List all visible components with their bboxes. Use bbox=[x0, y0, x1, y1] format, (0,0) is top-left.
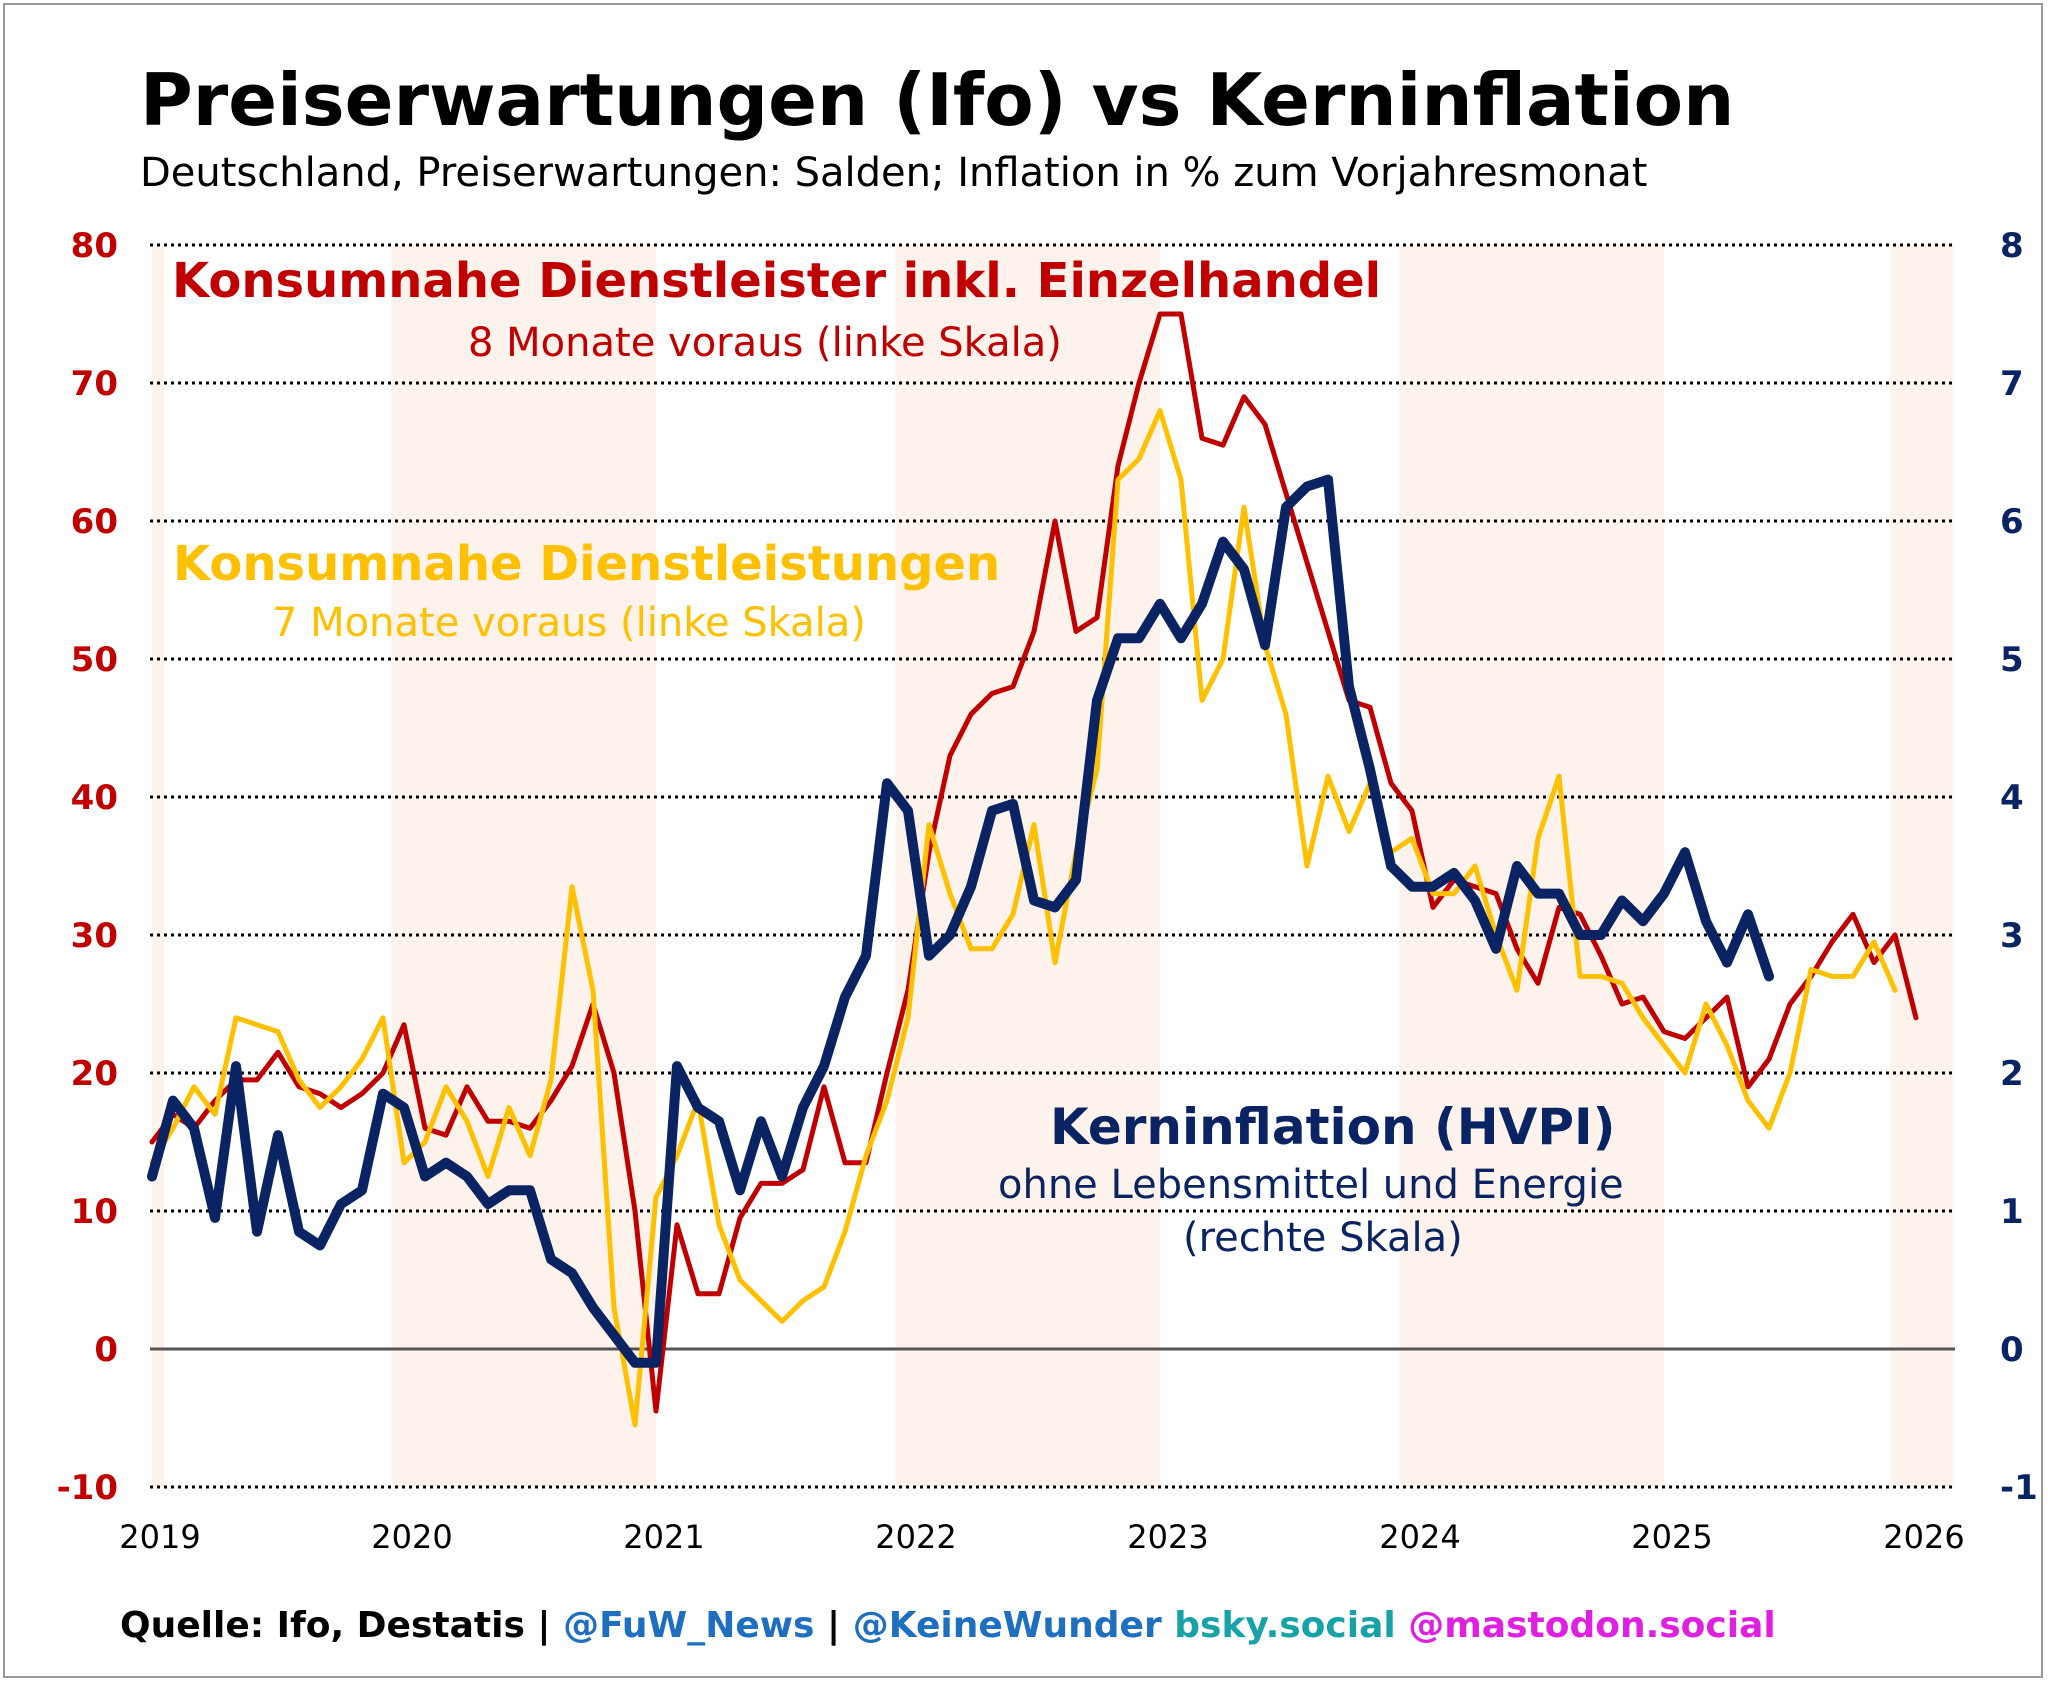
blue-series-sublabel: ohne Lebensmittel und Energie bbox=[998, 1162, 1624, 1208]
blue-series-axis-note: (rechte Skala) bbox=[1183, 1215, 1463, 1261]
left-tick-label: 10 bbox=[71, 1192, 118, 1232]
fuw-handle-link[interactable]: @FuW_News bbox=[563, 1605, 815, 1646]
x-tick-label: 2022 bbox=[875, 1518, 956, 1556]
left-tick-label: 50 bbox=[71, 640, 118, 680]
left-axis-ticks: 80 70 60 50 40 30 20 10 0 -10 bbox=[57, 226, 118, 1508]
right-axis-ticks: 8 7 6 5 4 3 2 1 0 -1 bbox=[2000, 226, 2038, 1508]
right-tick-label: 5 bbox=[2000, 640, 2024, 680]
x-tick-label: 2026 bbox=[1883, 1518, 1964, 1556]
series-line-dienstleister bbox=[149, 311, 1919, 1414]
bsky-link[interactable]: bsky.social bbox=[1174, 1605, 1396, 1646]
right-tick-label: 6 bbox=[2000, 502, 2024, 542]
keinewunder-handle-link[interactable]: @KeineWunder bbox=[852, 1605, 1162, 1646]
chart-title: Preiserwartungen (Ifo) vs Kerninflation bbox=[140, 58, 1735, 142]
gridlines bbox=[150, 243, 1955, 1489]
left-tick-label: 20 bbox=[71, 1054, 118, 1094]
left-tick-label: 80 bbox=[71, 226, 118, 266]
shade-band bbox=[1890, 245, 1954, 1487]
right-tick-label: 8 bbox=[2000, 226, 2024, 266]
right-tick-label: 7 bbox=[2000, 364, 2024, 404]
series-line-kerninflation bbox=[147, 474, 1774, 1368]
left-tick-label: -10 bbox=[57, 1468, 118, 1508]
left-tick-label: 40 bbox=[71, 778, 118, 818]
mastodon-link[interactable]: @mastodon.social bbox=[1408, 1605, 1776, 1646]
x-tick-label: 2019 bbox=[119, 1518, 200, 1556]
blue-series-label: Kerninflation (HVPI) bbox=[1050, 1098, 1616, 1156]
x-tick-label: 2025 bbox=[1631, 1518, 1712, 1556]
x-tick-label: 2020 bbox=[371, 1518, 452, 1556]
chart-frame bbox=[3, 3, 2043, 1678]
right-tick-label: 1 bbox=[2000, 1192, 2024, 1232]
right-tick-label: 3 bbox=[2000, 916, 2024, 956]
right-tick-label: 2 bbox=[2000, 1054, 2024, 1094]
red-series-label: Konsumnahe Dienstleister inkl. Einzelhan… bbox=[172, 253, 1382, 309]
x-tick-label: 2024 bbox=[1379, 1518, 1460, 1556]
x-axis-ticks: 2019 2020 2021 2022 2023 2024 2025 2026 bbox=[119, 1518, 1964, 1556]
left-tick-label: 0 bbox=[94, 1330, 118, 1370]
x-tick-label: 2021 bbox=[623, 1518, 704, 1556]
right-tick-label: -1 bbox=[2000, 1468, 2038, 1508]
left-tick-label: 70 bbox=[71, 364, 118, 404]
left-tick-label: 60 bbox=[71, 502, 118, 542]
shade-band bbox=[152, 245, 164, 1487]
x-tick-label: 2023 bbox=[1127, 1518, 1208, 1556]
red-series-sublabel: 8 Monate voraus (linke Skala) bbox=[468, 320, 1062, 366]
shade-band bbox=[391, 245, 656, 1487]
chart-subtitle: Deutschland, Preiserwartungen: Salden; I… bbox=[140, 150, 1648, 196]
series-lines bbox=[147, 311, 1919, 1428]
separator: | bbox=[827, 1605, 841, 1646]
yellow-series-sublabel: 7 Monate voraus (linke Skala) bbox=[272, 600, 866, 646]
left-tick-label: 30 bbox=[71, 916, 118, 956]
right-tick-label: 0 bbox=[2000, 1330, 2024, 1370]
yellow-series-label: Konsumnahe Dienstleistungen bbox=[173, 536, 1001, 592]
right-tick-label: 4 bbox=[2000, 778, 2024, 818]
source-text: Quelle: Ifo, Destatis | bbox=[120, 1605, 551, 1646]
footer-source: Quelle: Ifo, Destatis | @FuW_News | @Kei… bbox=[120, 1605, 1776, 1646]
